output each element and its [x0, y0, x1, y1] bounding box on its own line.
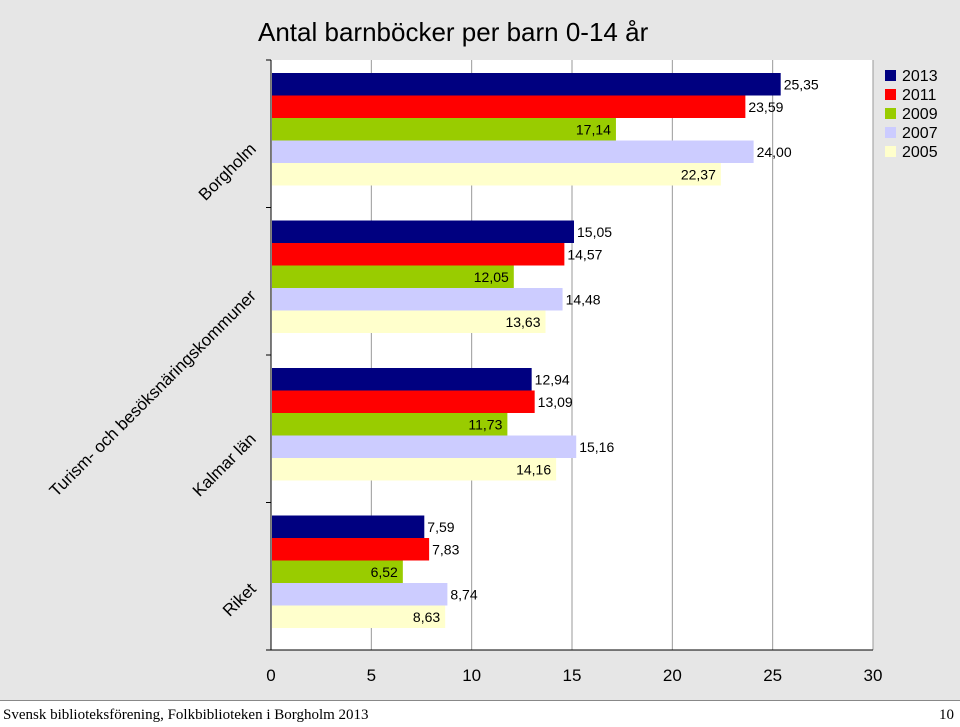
data-label: 23,59 [748, 99, 783, 115]
data-label: 12,05 [474, 269, 509, 285]
data-label: 24,00 [757, 144, 792, 160]
bar [272, 538, 430, 561]
bar [272, 390, 535, 413]
bar [272, 368, 532, 391]
data-label: 22,37 [681, 166, 716, 182]
bar [272, 458, 557, 481]
data-label: 12,94 [535, 371, 570, 387]
data-label: 17,14 [576, 121, 611, 137]
page-number: 10 [939, 707, 954, 723]
bars [272, 73, 781, 628]
legend-swatch [885, 89, 896, 100]
data-label: 6,52 [371, 564, 398, 580]
x-tick-label: 20 [663, 666, 682, 685]
data-label: 11,73 [468, 416, 502, 432]
data-label: 25,35 [784, 76, 819, 92]
legend-label: 2011 [902, 87, 937, 104]
x-axis-ticks: 0 5 10 15 20 25 30 [266, 666, 882, 685]
footer-rule [0, 700, 960, 701]
bar [272, 583, 448, 606]
legend-swatch [885, 146, 896, 157]
x-tick-label: 30 [864, 666, 883, 685]
data-label: 7,59 [427, 519, 454, 535]
bar [272, 435, 577, 458]
x-tick-label: 25 [763, 666, 782, 685]
data-label: 13,09 [538, 394, 573, 410]
footer-text: Svensk biblioteksförening, Folkbibliotek… [3, 707, 369, 723]
bar [272, 73, 781, 96]
bar [272, 310, 546, 333]
bar [272, 95, 746, 118]
data-label: 14,16 [516, 461, 551, 477]
data-label: 8,63 [413, 609, 440, 625]
bar [272, 265, 514, 288]
data-label: 15,05 [577, 224, 612, 240]
legend-swatch [885, 127, 896, 138]
bar [272, 140, 754, 163]
legend-label: 2013 [902, 68, 938, 85]
data-label: 13,63 [505, 314, 540, 330]
x-tick-label: 10 [462, 666, 481, 685]
legend-label: 2009 [902, 106, 938, 123]
legend-swatch [885, 70, 896, 81]
legend: 2013 2011 2009 2007 2005 [885, 68, 938, 161]
chart-title: Antal barnböcker per barn 0-14 år [258, 17, 649, 47]
bar [272, 413, 508, 436]
x-tick-label: 0 [266, 666, 275, 685]
legend-label: 2005 [902, 144, 938, 161]
bar [272, 220, 575, 243]
data-label: 14,57 [567, 246, 602, 262]
data-label: 14,48 [566, 291, 601, 307]
bar [272, 163, 721, 186]
data-label: 7,83 [432, 541, 459, 557]
bar [272, 605, 446, 628]
bar [272, 560, 403, 583]
x-tick-label: 5 [367, 666, 376, 685]
bar [272, 118, 616, 141]
bar [272, 243, 565, 266]
bar [272, 515, 425, 538]
data-label: 15,16 [579, 439, 614, 455]
x-tick-label: 15 [563, 666, 582, 685]
bar [272, 288, 563, 311]
legend-label: 2007 [902, 125, 938, 142]
legend-swatch [885, 108, 896, 119]
data-label: 8,74 [450, 586, 477, 602]
